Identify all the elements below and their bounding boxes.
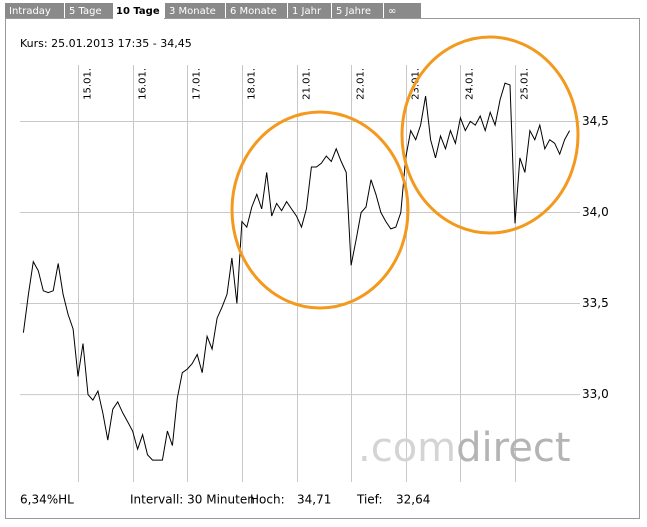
- tabs: Intraday 5 Tage 10 Tage 3 Monate 6 Monate 1 J…: [9, 3, 396, 19]
- tab[interactable]: 10 Tage: [113, 3, 164, 19]
- tab[interactable]: 5 Jahre: [331, 3, 372, 18]
- chart-frame: [5, 18, 640, 519]
- footer-high: 34,71: [297, 493, 331, 507]
- x-tick-label: 18.01.: [247, 68, 258, 100]
- x-tick-label: 21.01.: [302, 68, 313, 100]
- tab[interactable]: 1 Jahr: [287, 3, 322, 18]
- tab-active-bg: [113, 3, 164, 19]
- watermark: .com: [358, 425, 456, 471]
- y-tick-label: 34,0: [582, 205, 609, 219]
- x-tick-label: 17.01.: [192, 68, 203, 100]
- plot: [22, 82, 571, 461]
- tab-label: Intraday: [9, 6, 51, 17]
- footer-high-label: Hoch:: [250, 493, 285, 507]
- footer-low: 32,64: [396, 493, 430, 507]
- footer-interval: Intervall: 30 Minuten: [130, 493, 255, 507]
- tab-label: 5 Jahre: [336, 6, 371, 17]
- header: Kurs: 25.01.2013 17:35 - 34,45: [20, 37, 192, 50]
- tab[interactable]: 5 Tage: [64, 3, 102, 18]
- tab[interactable]: ∞: [383, 3, 397, 18]
- y-tick-label: 34,5: [582, 114, 609, 128]
- tab[interactable]: Intraday: [9, 6, 51, 17]
- tab-label: 10 Tage: [116, 6, 160, 17]
- x-tick-label: 24.01.: [465, 68, 476, 100]
- tab-bar: [5, 3, 421, 18]
- tab-label: ∞: [388, 6, 396, 17]
- y-tick-label: 33,0: [582, 387, 609, 401]
- grid: 33,0 33,5 34,0 34,5 15.01. 16.01. 17.01. 18.01.…: [20, 65, 609, 482]
- highlight-circle: [230, 110, 410, 310]
- tab-label: 1 Jahr: [292, 6, 322, 17]
- footer-range: 6,34%HL: [20, 493, 74, 507]
- x-tick-label: 15.01.: [83, 68, 94, 100]
- tab-label: 3 Monate: [169, 6, 216, 17]
- tab-label: 6 Monate: [230, 6, 277, 17]
- price-line: [22, 82, 571, 461]
- footer-low-label: Tief:: [356, 493, 383, 507]
- tab[interactable]: 6 Monate: [225, 3, 277, 18]
- watermark: direct: [456, 425, 570, 471]
- x-tick-label: 22.01.: [356, 68, 367, 100]
- x-tick-label: 25.01.: [520, 68, 531, 100]
- tab-label: 5 Tage: [69, 6, 102, 17]
- x-tick-label: 16.01.: [138, 68, 149, 100]
- highlight-circle: [400, 35, 580, 235]
- y-tick-label: 33,5: [582, 296, 609, 310]
- tab[interactable]: 3 Monate: [164, 3, 216, 18]
